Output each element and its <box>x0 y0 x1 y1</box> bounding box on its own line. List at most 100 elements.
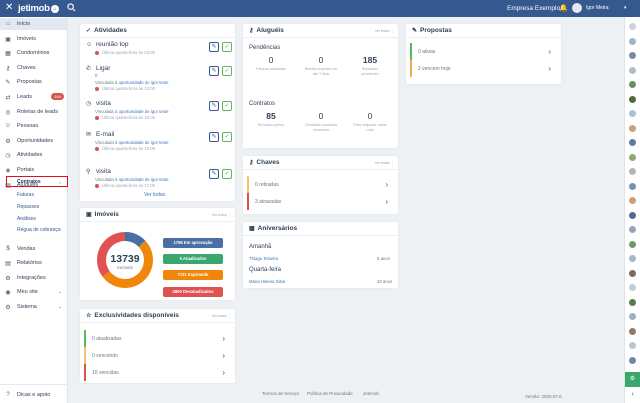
chevron-right-icon[interactable]: › <box>548 64 551 73</box>
contact-avatar[interactable] <box>629 226 636 233</box>
chevron-right-icon[interactable]: › <box>222 351 225 360</box>
donut-slice-emaprovao[interactable] <box>125 232 146 247</box>
donut-slice-atualizados[interactable] <box>138 240 146 247</box>
activity-name[interactable]: ☺ reunião top <box>86 41 129 48</box>
chevron-right-icon[interactable]: › <box>385 180 388 189</box>
contact-avatar[interactable] <box>629 66 636 74</box>
search-icon[interactable] <box>67 3 76 12</box>
see-all-exclusivities-link[interactable]: Ver todas ⋮ <box>211 314 231 318</box>
activity-name[interactable]: ◷ visita <box>86 100 111 107</box>
complete-activity-button[interactable]: ✓ <box>222 42 232 52</box>
sidebar-item-10[interactable]: ◈ Portais <box>0 164 68 176</box>
edit-activity-button[interactable]: ✎ <box>209 66 219 76</box>
contact-avatar[interactable] <box>629 197 636 204</box>
edit-activity-button[interactable]: ✎ <box>209 101 219 111</box>
chevron-down-icon[interactable]: ⌄ <box>57 289 62 295</box>
sidebar-item-5[interactable]: ⇄ Leads 164 <box>0 91 68 103</box>
activity-name[interactable]: ✉ E-mail <box>86 131 114 138</box>
complete-activity-button[interactable]: ✓ <box>222 132 232 142</box>
donut-slice-desatualizados[interactable] <box>97 232 125 277</box>
user-menu-caret-icon[interactable]: ▾ <box>624 5 627 11</box>
stat-value[interactable]: 0 <box>318 55 324 65</box>
birthday-person-link[interactable]: Maria Helena Silva <box>249 279 286 284</box>
sidebar-item2-0[interactable]: $ Vendas <box>0 243 68 255</box>
sidebar-item-4[interactable]: ✎ Propostas <box>0 76 68 88</box>
list-row-2[interactable]: 10 vencidas › <box>84 364 231 381</box>
sidebar-item-3[interactable]: ⚷ Chaves <box>0 62 68 74</box>
chevron-down-icon[interactable]: ⌄ <box>57 304 62 310</box>
see-all-keys-link[interactable]: Ver todas ⋮ <box>374 161 394 165</box>
contact-avatar[interactable] <box>629 168 636 175</box>
close-menu-icon[interactable]: ✕ <box>5 2 14 13</box>
sidebar-item2-3[interactable]: ◉ Meu site ⌄ <box>0 286 68 298</box>
contact-avatar[interactable] <box>629 139 636 146</box>
edit-activity-button[interactable]: ✎ <box>209 42 219 52</box>
activity-name[interactable]: ✆ Ligar <box>86 65 110 72</box>
see-all-properties-link[interactable]: Ver todos ⋮ <box>211 213 231 217</box>
opportunity-link[interactable]: oportunidade <box>118 177 144 182</box>
contact-avatar[interactable] <box>629 298 636 306</box>
sidebar-subitem-4[interactable]: Régua de cobrança <box>17 227 61 233</box>
stat-value[interactable]: 85 <box>266 111 276 121</box>
see-all-rentals-link[interactable]: Ver todos ⋮ <box>374 29 394 33</box>
see-all-activities-link[interactable]: Ver todas <box>144 192 166 198</box>
sidebar-item2-1[interactable]: ▤ Relatórios <box>0 257 68 269</box>
sidebar-item-7[interactable]: ☺ Pessoas <box>0 120 68 132</box>
stat-value[interactable]: 0 <box>268 55 274 65</box>
contact-avatar[interactable] <box>629 255 636 262</box>
list-row-1[interactable]: 3 atrasadas › <box>247 193 394 210</box>
bell-icon[interactable]: 🔔 <box>559 5 568 12</box>
chevron-right-icon[interactable]: › <box>548 47 551 56</box>
opportunity-name-link[interactable]: igor teste <box>150 177 169 182</box>
legend-item-2[interactable]: 7131 Expirando <box>163 270 223 280</box>
list-row-1[interactable]: 0 vencendo › <box>84 347 231 364</box>
legend-item-0[interactable]: 1768 Em aprovação <box>163 238 223 248</box>
complete-activity-button[interactable]: ✓ <box>222 169 232 179</box>
birthday-person-link[interactable]: Thiago Teixeira <box>249 256 279 261</box>
contact-avatar[interactable] <box>629 124 636 132</box>
opportunity-name-link[interactable]: igor teste <box>150 109 169 114</box>
stat-value[interactable]: 0 <box>367 111 373 121</box>
complete-activity-button[interactable]: ✓ <box>222 66 232 76</box>
contact-avatar[interactable] <box>629 342 636 349</box>
contact-avatar[interactable] <box>629 356 636 364</box>
contact-avatar[interactable] <box>629 269 636 277</box>
contact-avatar[interactable] <box>629 211 636 219</box>
activity-name[interactable]: ⚲ visita <box>86 168 111 175</box>
opportunity-link[interactable]: oportunidade <box>118 109 144 114</box>
sidebar-subitem-1[interactable]: Faturas <box>17 192 34 198</box>
contact-avatar[interactable] <box>629 37 636 45</box>
sidebar-item2-4[interactable]: ⚙ Sistema ⌄ <box>0 301 68 313</box>
list-row-0[interactable]: 0 atualizadas › <box>84 330 231 347</box>
contact-avatar[interactable] <box>629 240 636 248</box>
chevron-right-icon[interactable]: › <box>222 334 225 343</box>
opportunity-link[interactable]: oportunidade <box>118 80 144 85</box>
opportunity-name-link[interactable]: igor teste <box>150 80 169 85</box>
sidebar-item-6[interactable]: ◎ Roletas de leads <box>0 106 68 118</box>
edit-activity-button[interactable]: ✎ <box>209 169 219 179</box>
sidebar-subitem-3[interactable]: Análises <box>17 216 36 222</box>
user-name[interactable]: Igor Meira <box>586 5 609 11</box>
company-selector[interactable]: Empresa Exemplo <box>507 5 561 12</box>
sidebar-item-9[interactable]: ◷ Atividades <box>0 149 68 161</box>
contact-avatar[interactable] <box>629 23 636 30</box>
contact-avatar[interactable] <box>629 327 636 335</box>
contact-avatar[interactable] <box>629 95 636 103</box>
settings-fab-icon[interactable]: ⚙ <box>625 372 640 387</box>
chevron-right-icon[interactable]: › <box>385 197 388 206</box>
sidebar-item-0[interactable]: ⌂ Início <box>0 18 68 30</box>
stat-value[interactable]: 185 <box>362 55 378 65</box>
sidebar-item-11[interactable]: ▤ Aluguéis ⌃ <box>0 179 68 191</box>
donut-slice-expirando[interactable] <box>102 240 153 288</box>
sidebar-subitem-2[interactable]: Repasses <box>17 204 40 210</box>
complete-activity-button[interactable]: ✓ <box>222 101 232 111</box>
contact-avatar[interactable] <box>629 313 636 320</box>
list-row-1[interactable]: 2 vencem hoje › <box>410 60 557 77</box>
collapse-arrow-icon[interactable]: ‹ <box>631 391 634 398</box>
contact-avatar[interactable] <box>629 153 636 161</box>
legend-item-1[interactable]: 5 Atualizados <box>163 254 223 264</box>
legend-item-3[interactable]: 4800 Desatualizados <box>163 287 223 297</box>
list-row-0[interactable]: 0 retiradas › <box>247 176 394 193</box>
opportunity-link[interactable]: oportunidade <box>118 140 144 145</box>
footer-jetimob-link[interactable]: Jetimob <box>363 391 379 396</box>
